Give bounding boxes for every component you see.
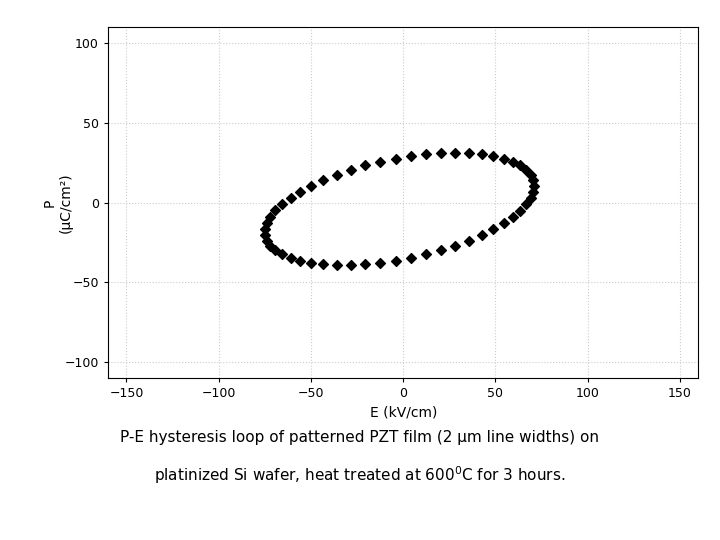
Point bbox=[374, 259, 386, 267]
Point bbox=[374, 157, 386, 166]
Point bbox=[276, 200, 288, 208]
Point bbox=[405, 253, 417, 262]
X-axis label: E (kV/cm): E (kV/cm) bbox=[369, 406, 437, 420]
Point bbox=[528, 176, 539, 184]
Point bbox=[476, 231, 487, 239]
Point bbox=[436, 246, 447, 254]
Point bbox=[476, 150, 487, 159]
Point bbox=[507, 157, 518, 166]
Point bbox=[305, 259, 317, 267]
Text: platinized Si wafer, heat treated at 600$^0$C for 3 hours.: platinized Si wafer, heat treated at 600… bbox=[154, 464, 566, 486]
Point bbox=[359, 260, 371, 268]
Point bbox=[318, 260, 329, 268]
Point bbox=[331, 261, 343, 269]
Point bbox=[528, 187, 539, 196]
Point bbox=[345, 165, 356, 174]
Point bbox=[498, 154, 510, 163]
Point bbox=[463, 149, 474, 158]
Point bbox=[276, 250, 288, 259]
Point bbox=[359, 161, 371, 170]
Point bbox=[420, 250, 432, 259]
Point bbox=[261, 236, 273, 245]
Point bbox=[507, 213, 518, 221]
Point bbox=[345, 261, 356, 269]
Point bbox=[270, 246, 282, 254]
Point bbox=[525, 170, 536, 179]
Point bbox=[420, 150, 432, 159]
Point bbox=[515, 206, 526, 215]
Point bbox=[331, 170, 343, 179]
Point bbox=[525, 193, 536, 202]
Text: P-E hysteresis loop of patterned PZT film (2 μm line widths) on: P-E hysteresis loop of patterned PZT fil… bbox=[120, 430, 600, 445]
Point bbox=[528, 181, 540, 190]
Point bbox=[294, 187, 306, 196]
Point bbox=[487, 225, 499, 234]
Point bbox=[436, 149, 447, 158]
Point bbox=[450, 148, 462, 157]
Point bbox=[261, 219, 273, 227]
Point bbox=[285, 193, 297, 202]
Point bbox=[390, 256, 402, 265]
Point bbox=[270, 206, 282, 215]
Point bbox=[487, 152, 499, 160]
Point bbox=[521, 200, 532, 208]
Point bbox=[463, 237, 474, 245]
Point bbox=[264, 241, 276, 250]
Point bbox=[294, 256, 306, 265]
Point bbox=[515, 161, 526, 170]
Point bbox=[498, 219, 510, 227]
Point bbox=[318, 176, 329, 184]
Point bbox=[305, 181, 317, 190]
Y-axis label: P
(μC/cm²): P (μC/cm²) bbox=[42, 172, 73, 233]
Point bbox=[450, 241, 462, 250]
Point bbox=[285, 253, 297, 262]
Point bbox=[264, 213, 276, 221]
Point bbox=[521, 165, 532, 174]
Point bbox=[259, 231, 271, 239]
Point bbox=[405, 152, 417, 160]
Point bbox=[259, 225, 271, 233]
Point bbox=[390, 154, 402, 163]
